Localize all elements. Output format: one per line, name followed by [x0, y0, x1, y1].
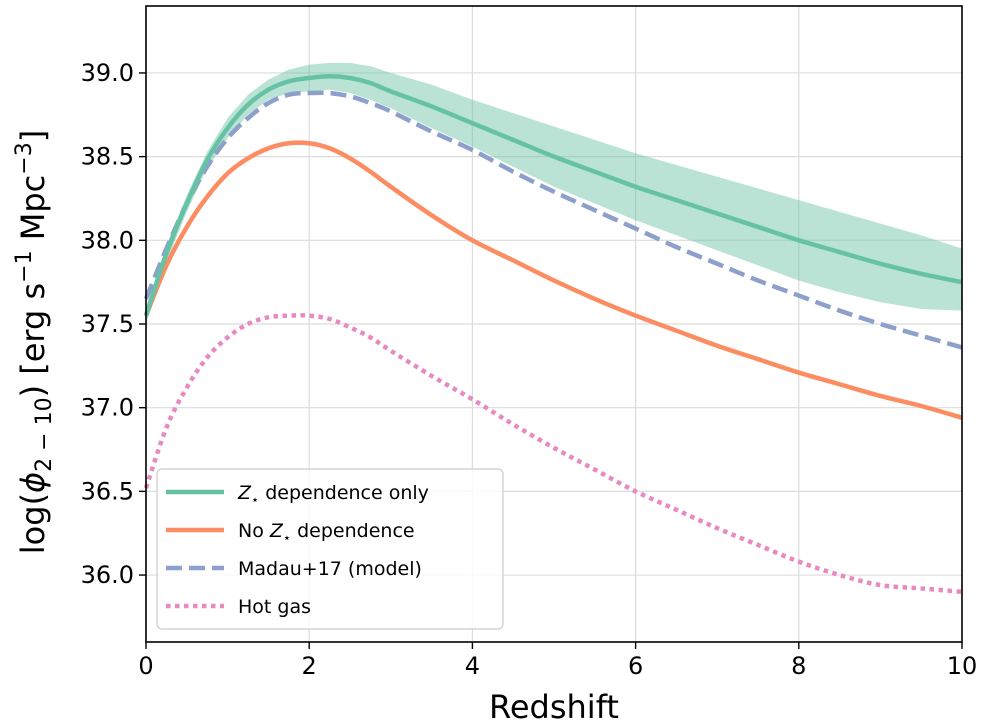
y-label-phi-sub: 2 − 10 [32, 397, 57, 471]
y-tick-label: 37.5 [81, 310, 134, 338]
legend-label-z-dependence: Z⋆ dependence only [237, 482, 429, 508]
y-tick-label: 39.0 [81, 59, 134, 87]
y-tick-label: 37.0 [81, 394, 134, 422]
y-tick-label: 36.0 [81, 561, 134, 589]
x-tick-label: 8 [791, 652, 806, 680]
series-lines [143, 74, 963, 595]
y-label-phi: ϕ [14, 472, 52, 493]
uncertainty-band-group [146, 62, 962, 324]
legend-label-hot-gas: Hot gas [238, 596, 311, 618]
legend-z-sub: ⋆ [251, 493, 259, 508]
y-label-units-b: Mpc [14, 175, 52, 251]
legend-z-text: dependence only [265, 482, 429, 504]
x-tick-label: 10 [947, 652, 978, 680]
series-line-madau [143, 90, 963, 350]
y-tick-label: 38.5 [81, 143, 134, 171]
y-label-units-a: [erg s [14, 283, 52, 385]
legend-label-madau: Madau+17 (model) [238, 558, 422, 580]
x-tick-label: 6 [628, 652, 643, 680]
uncertainty-band [146, 62, 962, 324]
y-tick-label: 36.5 [81, 477, 134, 505]
legend-no-text: No [238, 520, 264, 542]
legend-z-italic: Z [237, 482, 252, 504]
legend-no-z-sub: ⋆ [283, 531, 291, 546]
x-tick-label: 2 [302, 652, 317, 680]
y-label-sup2: −3 [12, 142, 37, 174]
legend: Z⋆ dependence only No Z⋆ dependence Mada… [156, 468, 504, 630]
series-line-no-z [143, 140, 963, 420]
legend-no-dependence: dependence [297, 520, 414, 542]
y-axis-label: log(ϕ2 − 10) [erg s−1 Mpc−3] [12, 130, 57, 554]
x-tick-label: 4 [465, 652, 480, 680]
series-line-hot-gas [143, 313, 963, 595]
y-label-prefix: log( [14, 493, 52, 554]
y-ticks: 36.0 36.5 37.0 37.5 38.0 38.5 39.0 [81, 59, 146, 589]
y-label-close: ) [14, 385, 52, 397]
x-axis-label: Redshift [489, 688, 619, 724]
legend-no-z-italic: Z [269, 520, 284, 542]
legend-label-no-z: No Z⋆ dependence [238, 520, 415, 546]
y-label-sup1: −1 [12, 250, 37, 282]
y-tick-label: 38.0 [81, 226, 134, 254]
x-ticks: 0 2 4 6 8 10 [138, 642, 977, 680]
x-tick-label: 0 [138, 652, 153, 680]
legend-box [156, 468, 504, 630]
y-label-units-c: ] [14, 130, 52, 142]
series-line-z-dependence [143, 74, 963, 317]
